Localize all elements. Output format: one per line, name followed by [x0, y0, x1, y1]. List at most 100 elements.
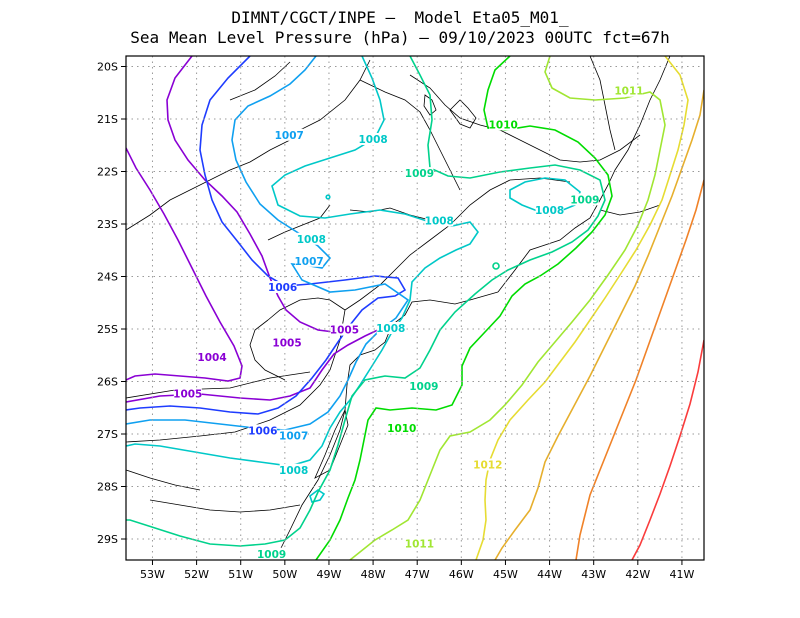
border-line — [599, 204, 661, 216]
contour-label-bg — [257, 547, 286, 560]
contour-label-bg — [473, 458, 502, 471]
contour-label-bg — [295, 254, 324, 267]
lon-tick-label: 50W — [272, 568, 297, 581]
contour-label: 1006 — [268, 282, 297, 294]
contour-label-bg — [248, 424, 277, 437]
border-line — [299, 59, 371, 131]
contour-label-bg — [376, 322, 405, 334]
lagoon-outline — [314, 408, 349, 479]
contour-label-bg — [409, 379, 438, 392]
contour-label-bg — [198, 350, 227, 363]
contour-label-bg — [279, 463, 308, 476]
border-line — [589, 56, 616, 151]
border-line — [344, 177, 571, 311]
lon-tick-label: 43W — [581, 568, 606, 581]
lat-tick-label: 28S — [97, 481, 118, 494]
lat-tick-label: 27S — [97, 428, 118, 441]
contour-label: 1005 — [272, 338, 301, 350]
contour-label: 1008 — [358, 134, 387, 146]
isobar-1008 — [309, 489, 326, 503]
lat-tick-label: 21S — [97, 113, 118, 126]
border-line — [249, 319, 286, 381]
contour-label-bg — [425, 214, 454, 227]
contour-label-bg — [273, 336, 302, 349]
lat-tick-label: 29S — [97, 533, 118, 546]
lon-tick-label: 44W — [537, 568, 562, 581]
lon-tick-label: 47W — [405, 568, 430, 581]
contour-label-bg — [359, 133, 388, 145]
isobar-1012 — [475, 56, 689, 560]
map-subtitle: Sea Mean Level Pressure (hPa) – 09/10/20… — [130, 28, 670, 47]
contour-label-bg — [275, 128, 304, 141]
isobar-1015 — [631, 339, 704, 560]
contour-label: 1010 — [489, 119, 518, 131]
border-line — [126, 469, 201, 491]
contour-label-bg — [268, 281, 297, 294]
contour-label-bg — [279, 429, 308, 442]
isobar-1009 — [492, 262, 500, 270]
lat-tick-label: 25S — [97, 323, 118, 336]
isobar-1004 — [166, 56, 353, 333]
lat-tick-label: 22S — [97, 166, 118, 179]
contour-label-bg — [405, 537, 434, 550]
contour-label: 1004 — [197, 352, 226, 364]
lon-tick-label: 45W — [493, 568, 518, 581]
contour-label-bg — [614, 84, 643, 97]
lon-tick-label: 51W — [228, 568, 253, 581]
border-line — [409, 74, 641, 163]
contour-label: 1007 — [275, 130, 304, 142]
contour-label: 1005 — [173, 389, 202, 401]
lon-tick-label: 46W — [449, 568, 474, 581]
lon-tick-label: 48W — [361, 568, 386, 581]
contour-label: 1008 — [376, 323, 405, 335]
contour-label-bg — [535, 203, 564, 216]
contour-label: 1010 — [387, 423, 416, 435]
border-line — [359, 79, 461, 191]
plot-frame — [125, 55, 705, 561]
contour-label-bg — [330, 323, 359, 336]
contour-label: 1009 — [257, 549, 286, 561]
contour-label: 1009 — [409, 381, 438, 393]
lat-tick-label: 20S — [97, 61, 118, 74]
contour-label: 1008 — [279, 465, 308, 477]
contour-label: 1011 — [614, 86, 643, 98]
isobar-1008 — [126, 56, 479, 467]
lat-tick-label: 24S — [97, 271, 118, 284]
lon-tick-label: 53W — [140, 568, 165, 581]
isobar-1009 — [126, 56, 606, 547]
border-line — [149, 499, 301, 513]
isobar-1010 — [315, 56, 613, 560]
border-line — [229, 61, 291, 101]
contour-label: 1008 — [425, 215, 454, 227]
contour-label-bg — [173, 387, 202, 400]
map-title: DIMNT/CGCT/INPE – Model Eta05_M01_ — [231, 8, 569, 27]
contour-label: 1008 — [297, 234, 326, 246]
contour-label: 1005 — [330, 325, 359, 337]
contour-label-layer: 1004100510051005100610061007100710071008… — [173, 84, 644, 561]
contour-label: 1007 — [294, 256, 323, 268]
contour-label: 1008 — [535, 205, 564, 217]
isobar-1004 — [126, 147, 243, 382]
grid-layer — [121, 56, 704, 565]
contour-label: 1012 — [473, 460, 502, 472]
contour-label-bg — [570, 193, 599, 206]
lat-tick-label: 26S — [97, 376, 118, 389]
contour-label-bg — [387, 421, 416, 434]
contour-label-bg — [489, 118, 518, 131]
border-line — [267, 204, 331, 241]
coastline — [497, 56, 671, 293]
contour-label: 1007 — [279, 431, 308, 443]
contour-label-bg — [297, 232, 326, 245]
isobar-1005 — [126, 327, 383, 403]
isobar-layer — [126, 56, 704, 560]
isobar-1013 — [494, 89, 704, 560]
lon-tick-label: 52W — [184, 568, 209, 581]
coastline-layer — [126, 56, 671, 560]
isobar-1006 — [126, 56, 407, 415]
contour-label: 1006 — [248, 425, 277, 437]
border-line — [349, 207, 431, 221]
isobar-1014 — [575, 179, 704, 560]
lon-tick-label: 41W — [670, 568, 695, 581]
lon-tick-label: 42W — [625, 568, 650, 581]
